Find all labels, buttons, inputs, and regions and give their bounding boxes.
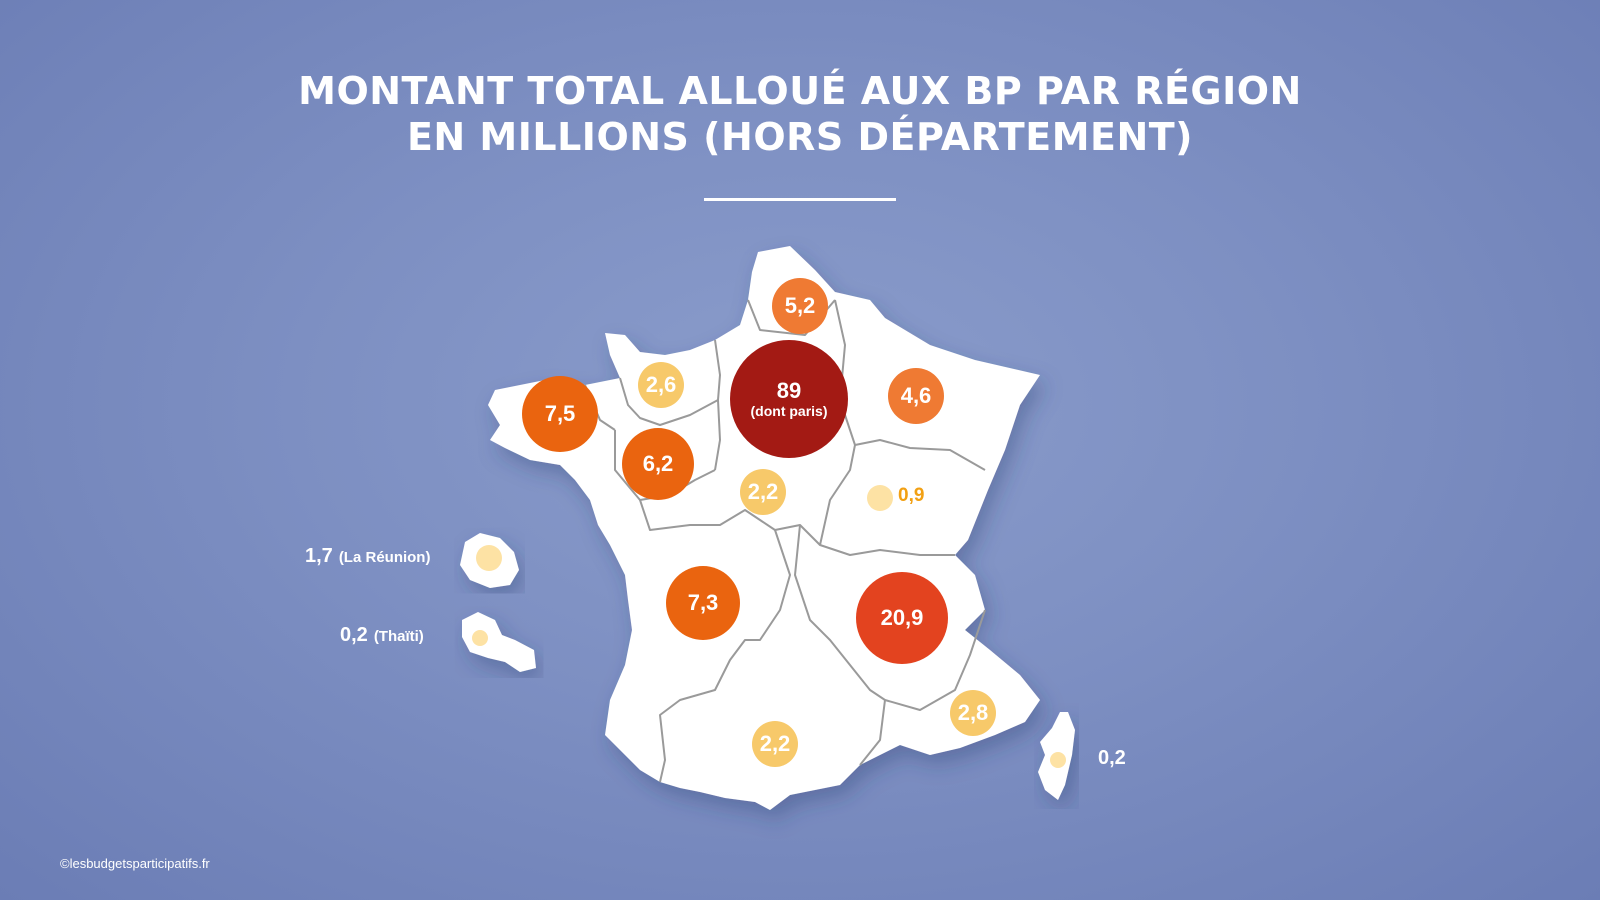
value-provence-alpes-cote-azur: 2,8: [957, 700, 989, 725]
value-ile-de-france: 89: [776, 378, 802, 403]
value-reunion: 1,7: [305, 545, 333, 567]
bubble-ile-de-france: 89 (dont paris): [730, 340, 848, 458]
credit-text: ©lesbudgetsparticipatifs.fr: [60, 856, 210, 871]
tahiti-island-shape: [462, 612, 536, 672]
title-line-1: MONTANT TOTAL ALLOUÉ AUX BP PAR RÉGION: [298, 69, 1302, 113]
name-tahiti: (Thaïti): [373, 628, 424, 645]
bubble-nouvelle-aquitaine: 7,3: [666, 566, 740, 640]
chart-title: MONTANT TOTAL ALLOUÉ AUX BP PAR RÉGION E…: [0, 68, 1600, 160]
bubble-provence-alpes-cote-azur: 2,8: [950, 690, 996, 736]
bubble-auvergne-rhone-alpes: 20,9: [856, 572, 948, 664]
value-nouvelle-aquitaine: 7,3: [687, 590, 719, 615]
title-line-2: EN MILLIONS (HORS DÉPARTEMENT): [406, 115, 1194, 159]
title-divider: [704, 198, 896, 201]
value-hauts-de-france: 5,2: [784, 293, 816, 318]
dot-bourgogne-franche-comte: [867, 485, 893, 511]
value-grand-est: 4,6: [900, 383, 932, 408]
bubble-centre-val-de-loire: 2,2: [740, 469, 786, 515]
name-reunion: (La Réunion): [338, 549, 431, 566]
value-normandie: 2,6: [645, 372, 677, 397]
value-pays-de-la-loire: 6,2: [642, 451, 674, 476]
bubble-occitanie: 2,2: [752, 721, 798, 767]
bubble-normandie: 2,6: [638, 362, 684, 408]
value-occitanie: 2,2: [759, 731, 791, 756]
label-tahiti: 0,2 (Thaïti): [340, 624, 424, 647]
value-tahiti: 0,2: [340, 624, 368, 646]
bubble-hauts-de-france: 5,2: [772, 278, 828, 334]
value-centre-val-de-loire: 2,2: [747, 479, 779, 504]
value-bretagne: 7,5: [544, 401, 576, 426]
value-bourgogne-franche-comte: 0,9: [898, 485, 925, 506]
dot-reunion: [476, 545, 502, 571]
note-ile-de-france: (dont paris): [750, 403, 828, 419]
bubble-grand-est: 4,6: [888, 368, 944, 424]
value-auvergne-rhone-alpes: 20,9: [880, 605, 924, 630]
label-reunion: 1,7 (La Réunion): [305, 545, 430, 568]
bubble-pays-de-la-loire: 6,2: [622, 428, 694, 500]
dot-tahiti: [472, 630, 488, 646]
dot-corse: [1050, 752, 1066, 768]
value-corse: 0,2: [1098, 747, 1126, 769]
bubble-bretagne: 7,5: [522, 376, 598, 452]
